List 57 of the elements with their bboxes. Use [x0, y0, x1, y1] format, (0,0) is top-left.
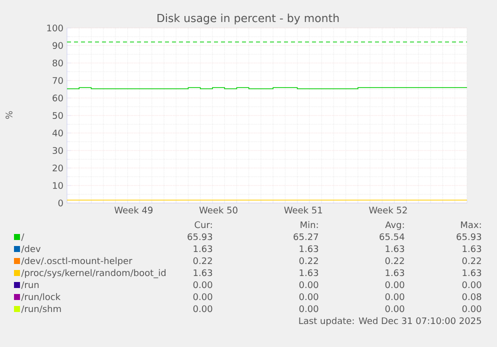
text: Min: — [300, 221, 318, 228]
text: 0.08 — [462, 293, 482, 300]
x-tick-label: Week 49 — [114, 206, 153, 214]
legend-label: /proc/sys/kernel/random/boot_id — [21, 269, 166, 278]
text: 1.63 — [386, 269, 404, 276]
text: 1.63 — [194, 269, 212, 276]
y-tick-label: 60 — [52, 94, 63, 102]
text: 65.93 — [456, 233, 482, 240]
legend-label: /dev — [21, 245, 41, 253]
text: 0.00 — [385, 293, 404, 300]
text: 0.00 — [299, 281, 318, 288]
text: 1.63 — [386, 245, 404, 252]
text: 0.00 — [462, 281, 482, 288]
text: 0.22 — [193, 257, 212, 264]
chart-title: Disk usage in percent - by month — [158, 14, 339, 24]
text: Last update: Wed Dec 31 07:10:00 2025 — [299, 317, 481, 326]
text: 0.00 — [193, 305, 212, 312]
y-tick-label: 30 — [52, 147, 63, 154]
text: 65.54 — [380, 233, 404, 240]
x-tick-label: Week 51 — [284, 206, 322, 214]
text: 1.63 — [300, 245, 318, 252]
x-tick-label: Week 52 — [369, 206, 407, 214]
text: 0.00 — [193, 293, 212, 300]
legend-label: / — [21, 233, 24, 241]
text: Cur: — [194, 221, 212, 228]
y-axis-title: % — [6, 111, 12, 119]
text: 0.00 — [462, 305, 482, 312]
text: 0.00 — [299, 305, 318, 312]
y-tick-label: 10 — [53, 182, 63, 189]
y-tick-label: 0 — [58, 200, 63, 206]
text: 65.93 — [188, 233, 212, 240]
y-tick-label: 20 — [52, 164, 63, 172]
text: 0.22 — [462, 257, 481, 264]
y-tick-label: 90 — [52, 42, 63, 49]
text: 65.27 — [294, 233, 318, 240]
text: Avg: — [385, 221, 404, 230]
text: 1.63 — [194, 245, 212, 252]
text: 0.00 — [385, 305, 404, 312]
text: 0.00 — [385, 281, 404, 288]
y-tick-label: 70 — [52, 77, 63, 84]
text: 1.63 — [462, 269, 482, 276]
legend-label: /dev/.osctl-mount-helper — [21, 257, 132, 266]
x-tick-label: Week 50 — [199, 206, 238, 214]
y-tick-label: 50 — [52, 112, 63, 119]
text: 0.22 — [299, 257, 318, 264]
text: 0.22 — [385, 257, 404, 264]
legend-label: /run — [21, 281, 39, 289]
text: Max: — [461, 221, 481, 228]
y-tick-label: 80 — [52, 60, 63, 66]
legend-label: /run/shm — [21, 305, 61, 313]
legend-label: /run/lock — [21, 293, 61, 301]
y-tick-label: 40 — [52, 130, 63, 136]
text: 0.00 — [193, 281, 212, 288]
y-tick-label: 100 — [47, 24, 63, 32]
text: 1.63 — [462, 245, 482, 252]
text: 1.63 — [300, 269, 318, 276]
text: 0.00 — [299, 293, 318, 300]
